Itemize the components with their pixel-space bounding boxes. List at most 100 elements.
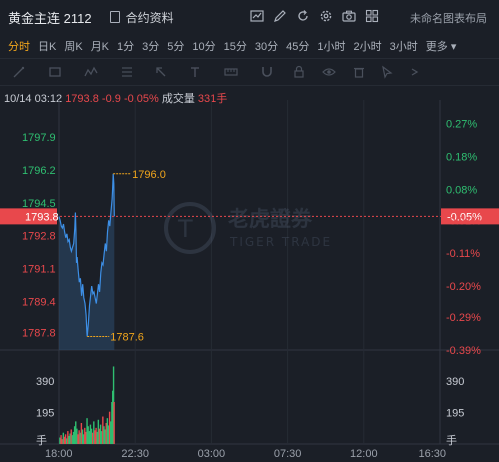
volume-bar [104, 429, 106, 444]
price-axis-label: 1791.1 [22, 264, 56, 276]
grid-layout-icon[interactable] [365, 9, 379, 23]
timeframe-3[interactable]: 月K [90, 41, 110, 53]
pattern-tool-icon[interactable] [84, 65, 98, 79]
price-line [58, 173, 115, 337]
volume-bar [95, 427, 97, 444]
settings-icon[interactable] [319, 9, 333, 23]
volume-bar [78, 430, 80, 444]
volume-axis-label-right: 手 [446, 433, 457, 447]
pct-axis-label: -0.01% [446, 215, 481, 227]
volume-bars [59, 366, 115, 444]
time-axis-label: 12:00 [350, 448, 378, 460]
volume-bar [79, 432, 81, 444]
low-marker-label: 1787.6 [110, 331, 144, 343]
timeframe-5[interactable]: 3分 [142, 41, 160, 53]
timeframe-11[interactable]: 1小时 [317, 41, 346, 53]
camera-icon[interactable] [342, 9, 356, 23]
pct-axis-label: -0.20% [446, 281, 481, 293]
magnet-tool-icon[interactable] [260, 65, 274, 79]
cursor-tool-icon[interactable] [380, 65, 394, 79]
volume-bar [86, 418, 88, 444]
instrument-title[interactable]: 黄金主连 2112 [8, 10, 92, 26]
timeframe-10[interactable]: 45分 [286, 41, 310, 53]
volume-bar [71, 435, 74, 444]
volume-bar [97, 419, 100, 444]
tiger-trade-watermark: T 老虎證券 TIGER TRADE [164, 202, 330, 254]
timeframe-8[interactable]: 15分 [223, 41, 247, 53]
timeframe-4[interactable]: 1分 [117, 41, 135, 53]
volume-bar [113, 402, 115, 444]
timeframe-7[interactable]: 10分 [192, 41, 216, 53]
time-axis-label: 16:30 [418, 448, 446, 460]
volume-bar [67, 431, 69, 444]
volume-bar [69, 433, 71, 444]
volume-bar [94, 430, 96, 444]
collapse-toolbar-icon[interactable] [408, 65, 422, 79]
visibility-tool-icon[interactable] [322, 65, 336, 79]
contract-info-label: 合约资料 [125, 10, 174, 25]
pct-axis-label: 0.08% [446, 184, 477, 196]
edit-icon[interactable] [273, 9, 287, 23]
trash-tool-icon[interactable] [352, 65, 366, 79]
volume-bar [99, 424, 102, 444]
volume-bar [90, 428, 93, 444]
current-price-tag [0, 208, 57, 225]
svg-text:T: T [177, 215, 193, 243]
timeframe-13[interactable]: 3小时 [389, 41, 418, 53]
lock-tool-icon[interactable] [292, 65, 306, 79]
price-axis-label: 1797.9 [22, 132, 56, 144]
timeframe-9[interactable]: 30分 [254, 41, 279, 53]
chart-type-icon[interactable] [250, 9, 264, 23]
volume-axis-label-left: 手 [36, 433, 47, 447]
timeframe-6[interactable]: 5分 [167, 41, 185, 53]
high-marker-label: 1796.0 [132, 169, 166, 181]
volume-bar [91, 432, 94, 444]
time-axis-label: 22:30 [121, 448, 149, 460]
volume-bar [105, 423, 107, 444]
current-price-tag-label: 1793.8 [25, 211, 59, 223]
pct-axis-label: 0.27% [446, 118, 477, 130]
trend-line-tool-icon[interactable] [12, 65, 26, 79]
volume-bar [80, 423, 83, 444]
contract-info-button[interactable]: 合约资料 [109, 9, 174, 26]
volume-axis-label-right: 390 [446, 376, 464, 388]
timeframe-14[interactable]: 更多 ▾ [425, 41, 457, 53]
volume-bar [73, 426, 76, 444]
quote-change: -0.9 [101, 93, 121, 105]
volume-bar [101, 431, 103, 444]
header: 黄金主连 2112 合约资料 [0, 0, 499, 34]
arrow-tool-icon[interactable] [154, 65, 168, 79]
time-axis-label: 18:00 [45, 448, 73, 460]
volume-bar [84, 427, 86, 444]
drawing-toolbar [0, 58, 499, 86]
volume-bar [111, 402, 113, 444]
refresh-icon[interactable] [296, 9, 310, 23]
volume-bar [64, 434, 67, 444]
measure-tool-icon[interactable] [224, 65, 238, 79]
layout-name[interactable]: 未命名图表布局 [410, 13, 487, 25]
volume-bar [62, 432, 65, 444]
volume-bar [61, 439, 63, 444]
volume-bar [72, 431, 75, 444]
volume-bar [89, 424, 92, 444]
axis-labels: 1797.9 1796.2 1794.5 1792.8 1791.1 1789.4 1787… [22, 118, 481, 460]
fibonacci-tool-icon[interactable] [120, 65, 134, 79]
rectangle-tool-icon[interactable] [48, 65, 62, 79]
header-icons [250, 9, 379, 23]
volume-bar [68, 435, 70, 444]
price-area: 1793.8 -0.05% 1796.0 1787.6 [0, 169, 499, 350]
quote-price: 1793.8 [65, 93, 99, 105]
watermark-cn: 老虎證券 [228, 207, 313, 231]
timeframe-1[interactable]: 日K [38, 41, 57, 53]
text-tool-icon[interactable] [188, 65, 202, 79]
price-axis-label: 1796.2 [22, 165, 56, 177]
current-pct-tag-label: -0.05% [447, 211, 482, 223]
timeframe-12[interactable]: 2小时 [353, 41, 382, 53]
timeframe-0[interactable]: 分时 [8, 41, 30, 53]
quote-volume: 331手 [197, 93, 228, 105]
volume-bar [63, 436, 66, 444]
time-axis-label: 03:00 [198, 448, 226, 460]
intraday-chart[interactable]: T 老虎證券 TIGER TRADE 1793.8 -0.05% 1796.0 178… [0, 100, 499, 462]
timeframe-2[interactable]: 周K [64, 41, 83, 53]
volume-bar [112, 390, 114, 444]
